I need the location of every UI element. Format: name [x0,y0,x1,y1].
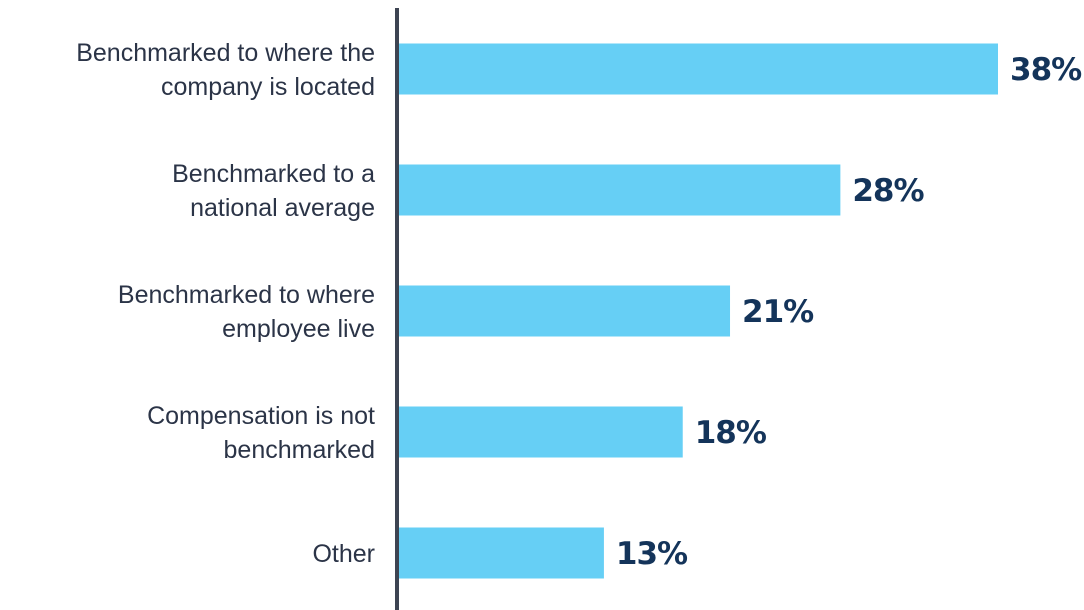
category-label-1-line-0: Benchmarked to a [172,160,375,188]
category-label-3-line-1: benchmarked [224,436,375,464]
value-label-4: 13% [616,536,688,572]
category-label-2: Benchmarked to where employee live [118,281,375,343]
category-label-4: Other [312,540,375,568]
bar-1 [399,164,841,216]
value-label-1: 28% [852,173,924,209]
category-label-2-line-0: Benchmarked to where [118,281,375,309]
category-label-2-line-1: employee live [222,315,375,343]
category-label-0: Benchmarked to where the company is locat… [76,39,375,101]
category-label-1: Benchmarked to a national average [172,160,375,222]
bar-4 [399,527,604,579]
category-label-3-line-0: Compensation is not [147,402,375,430]
value-labels-group: 38% 28% 21% 18% 13% [616,52,1083,572]
bar-0 [399,43,998,95]
category-label-3: Compensation is not benchmarked [147,402,375,464]
category-label-0-line-0: Benchmarked to where the [76,39,375,67]
category-label-1-line-1: national average [190,194,375,222]
category-label-0-line-1: company is located [161,73,375,101]
category-label-4-line-0: Other [312,540,375,568]
value-label-0: 38% [1010,52,1082,88]
bar-2 [399,285,731,337]
bars-group [399,43,998,579]
value-label-3: 18% [695,415,767,451]
bar-3 [399,406,683,458]
value-label-2: 21% [742,294,814,330]
category-labels-group: Benchmarked to where the company is locat… [76,39,375,568]
